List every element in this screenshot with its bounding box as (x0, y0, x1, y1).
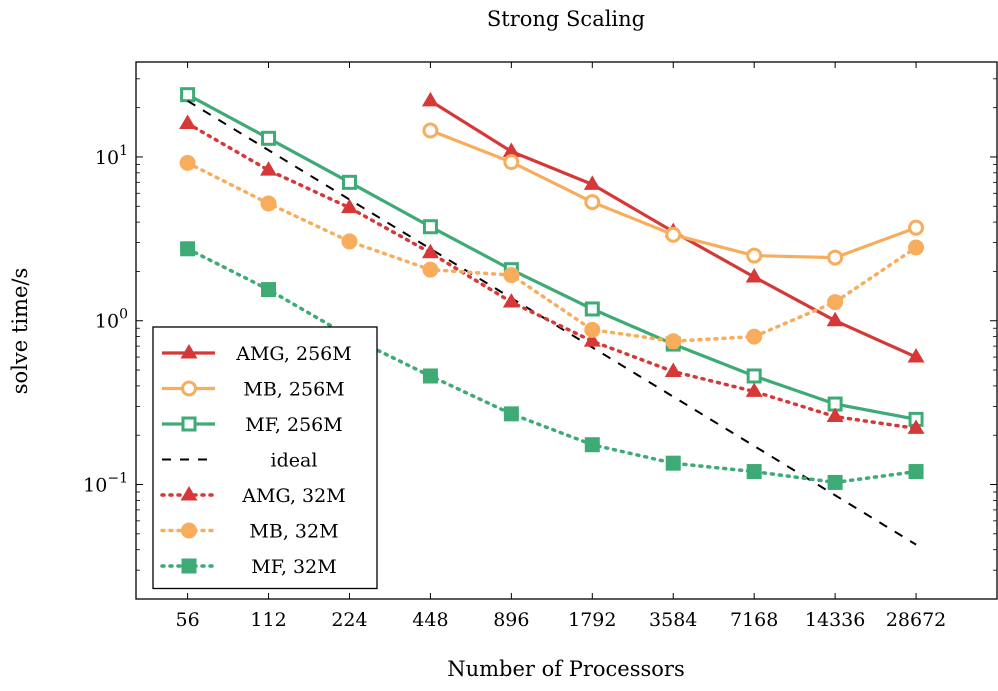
y-tick-label: 10−1 (83, 471, 128, 497)
legend-label: MB, 32M (249, 521, 338, 543)
data-point (745, 382, 763, 397)
data-point (260, 161, 278, 176)
x-tick-label: 56 (176, 609, 200, 631)
legend-label: ideal (271, 450, 318, 472)
data-point (584, 437, 600, 453)
series-5 (179, 154, 925, 350)
data-point (746, 464, 762, 480)
legend-label: MF, 256M (245, 414, 342, 436)
data-point (422, 368, 438, 384)
legend-marker (180, 344, 198, 359)
x-tick-label: 112 (250, 609, 286, 631)
data-point (584, 321, 601, 338)
legend-entry: AMG, 32M (160, 485, 346, 507)
data-point (665, 226, 682, 243)
x-tick-label: 896 (493, 609, 529, 631)
series-layer (179, 87, 925, 546)
data-point (422, 219, 438, 235)
data-point (583, 332, 601, 347)
legend-entry: MB, 256M (162, 379, 345, 401)
series-line (186, 93, 917, 421)
data-point (908, 464, 924, 480)
x-axis-label: Number of Processors (447, 657, 685, 681)
data-point (341, 174, 357, 190)
data-point (907, 348, 925, 363)
legend-label: MF, 32M (251, 556, 336, 578)
data-point (502, 293, 520, 308)
series-line (185, 161, 918, 343)
data-point (827, 294, 844, 311)
legend-marker (181, 380, 197, 397)
data-point (826, 311, 844, 327)
legend-entry: MF, 32M (160, 556, 337, 578)
chart-title: Strong Scaling (487, 7, 645, 31)
data-point (179, 114, 197, 129)
plot-frame (135, 61, 998, 600)
series-line (187, 100, 917, 546)
data-point (261, 282, 277, 298)
x-tick-label: 14336 (805, 609, 865, 631)
y-tick-label: 100 (95, 307, 128, 333)
data-point (584, 301, 600, 317)
legend-label: MB, 256M (243, 379, 344, 401)
data-point (261, 130, 277, 146)
series-line (185, 247, 918, 485)
data-point (180, 87, 196, 103)
axis-ticks: 56 112 224 448 896 1792 3584 7168 14336 28672 10−1… (83, 62, 997, 631)
data-point (665, 333, 682, 350)
x-tick-label: 3584 (649, 609, 697, 631)
data-point (422, 261, 439, 278)
legend-marker (180, 486, 198, 501)
series-line (185, 121, 918, 431)
legend-entry: ideal (162, 450, 317, 472)
data-point (503, 267, 520, 284)
legend: AMG, 256M MB, 256M MF, 256M ideal AMG, 32M MB… (152, 326, 378, 590)
legend-marker (181, 558, 197, 574)
data-point (421, 91, 439, 107)
data-point (584, 194, 601, 211)
x-tick-label: 1792 (568, 609, 616, 631)
series-4 (179, 114, 925, 434)
x-tick-label: 7168 (730, 609, 778, 631)
data-point (827, 249, 844, 266)
data-point (908, 239, 925, 256)
series-1 (422, 122, 925, 266)
data-point (665, 455, 681, 471)
data-point (260, 195, 277, 212)
data-point (746, 368, 762, 384)
legend-entry: MB, 32M (160, 521, 339, 543)
legend-entry: MF, 256M (162, 414, 343, 436)
data-point (179, 154, 196, 171)
data-point (583, 175, 601, 190)
series-3 (187, 100, 917, 546)
data-point (341, 233, 358, 250)
data-point (746, 247, 763, 264)
data-point (908, 219, 925, 236)
legend-entry: AMG, 256M (162, 343, 352, 365)
data-point (745, 267, 763, 283)
x-tick-label: 224 (331, 609, 367, 631)
x-tick-label: 448 (412, 609, 448, 631)
data-point (422, 122, 439, 139)
legend-marker (181, 416, 197, 432)
data-point (826, 407, 844, 423)
data-point (664, 362, 682, 377)
data-point (503, 154, 520, 171)
y-axis-label: solve time/s (8, 268, 32, 394)
y-tick-label: 101 (95, 143, 128, 169)
data-point (746, 328, 763, 345)
x-tick-label: 28672 (886, 609, 946, 631)
legend-box (152, 326, 378, 590)
data-point (341, 198, 358, 214)
data-point (827, 474, 843, 490)
data-point (180, 241, 196, 257)
legend-label: AMG, 32M (241, 485, 345, 507)
legend-marker (181, 522, 197, 539)
data-point (907, 419, 925, 434)
data-point (503, 406, 519, 422)
legend-label: AMG, 256M (235, 343, 351, 365)
data-point (421, 243, 439, 259)
